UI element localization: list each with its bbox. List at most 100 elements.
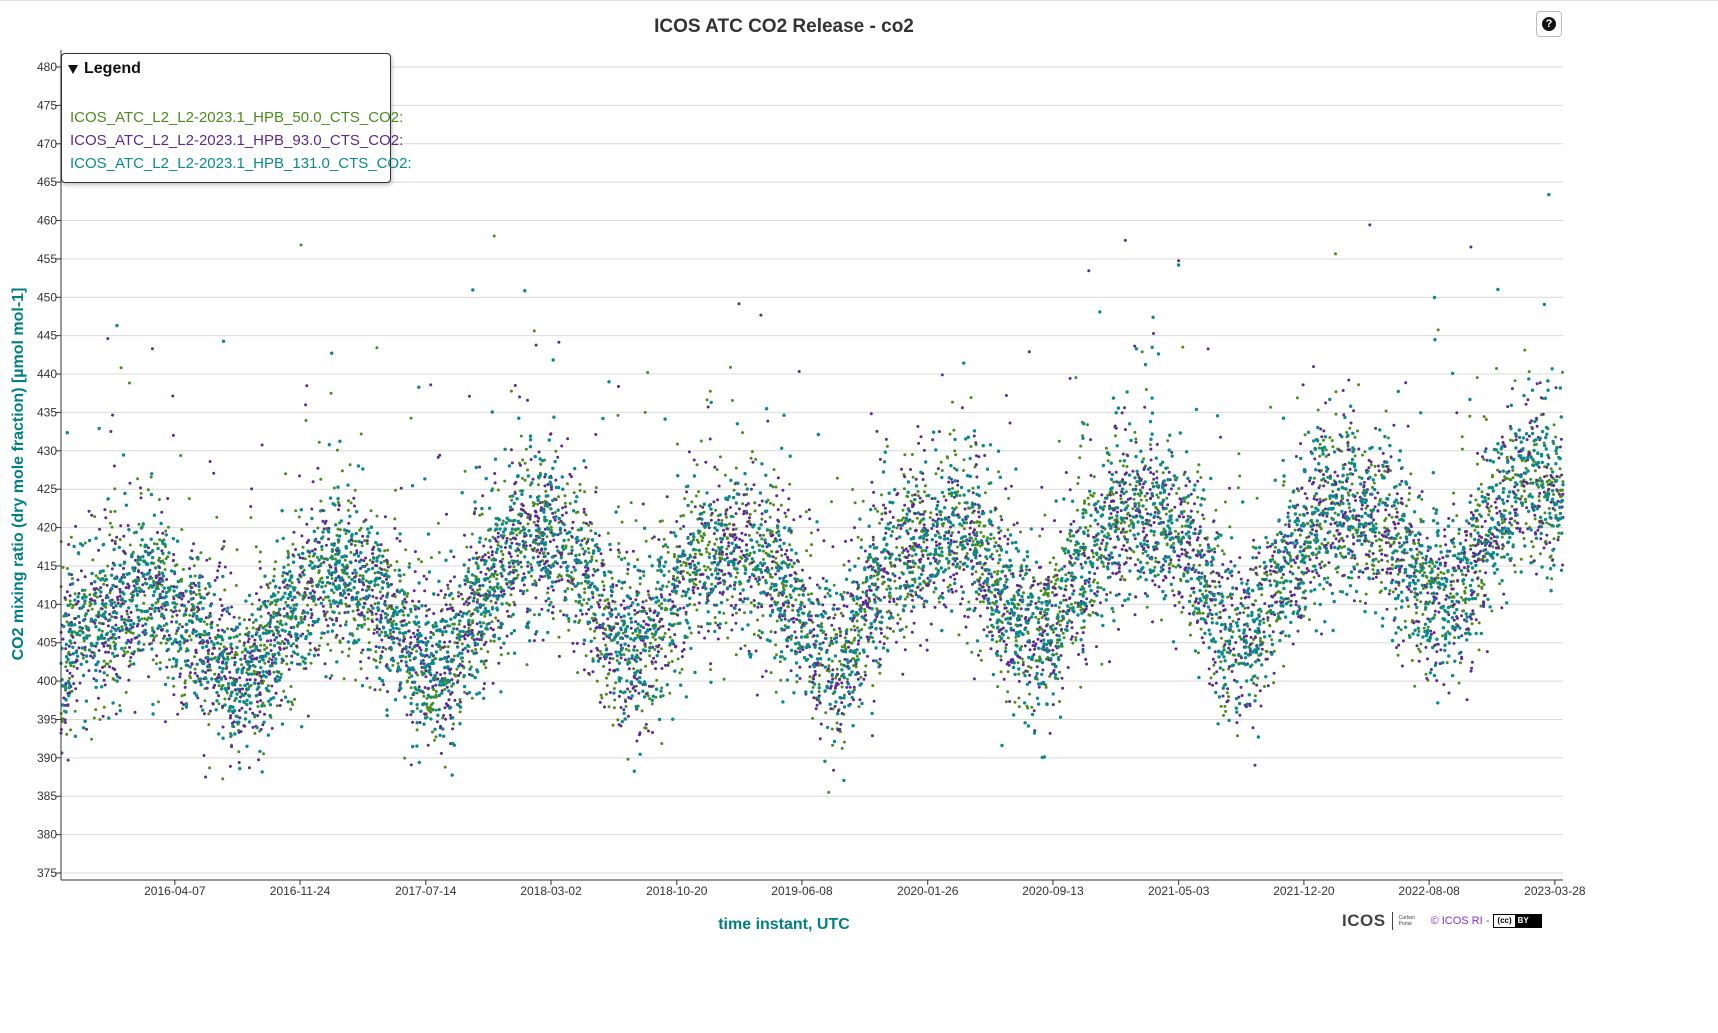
data-point: [359, 667, 363, 671]
data-point: [399, 659, 403, 663]
data-point: [1522, 484, 1526, 488]
data-point: [684, 564, 688, 567]
data-point: [943, 534, 947, 538]
data-point: [175, 563, 179, 567]
data-point: [714, 621, 718, 625]
data-point: [699, 439, 703, 443]
data-point: [1128, 483, 1132, 487]
data-point: [413, 570, 417, 574]
data-point: [578, 482, 582, 486]
x-axis-ticks: 2016-04-07 2016-11-24 2017-07-14 2018-03-02…: [144, 880, 1586, 898]
data-point: [218, 617, 222, 621]
data-point: [699, 534, 703, 538]
data-point: [701, 505, 705, 509]
data-point: [770, 575, 774, 579]
data-point: [860, 538, 863, 542]
data-point: [1142, 457, 1146, 461]
data-point: [181, 567, 185, 571]
data-point: [1475, 376, 1479, 380]
data-point: [1051, 623, 1055, 627]
data-point: [1162, 532, 1166, 536]
data-point: [1374, 522, 1378, 526]
data-point: [753, 509, 757, 513]
data-point: [65, 620, 69, 624]
data-point: [65, 669, 69, 673]
data-point: [1462, 566, 1466, 570]
data-point: [1385, 465, 1389, 468]
data-point: [885, 444, 889, 448]
data-point: [921, 499, 925, 503]
data-point: [172, 684, 176, 688]
data-point: [1491, 545, 1495, 549]
data-point: [220, 613, 224, 617]
data-point: [367, 607, 370, 611]
data-point: [834, 676, 838, 680]
data-point: [584, 465, 588, 469]
data-point: [551, 617, 555, 621]
data-point: [693, 603, 697, 607]
data-point: [525, 663, 529, 667]
data-point: [870, 480, 874, 484]
data-point: [1400, 497, 1404, 500]
data-point: [827, 669, 831, 673]
data-point: [407, 676, 411, 680]
data-point: [1087, 613, 1091, 617]
data-point: [598, 598, 602, 602]
data-point: [1341, 480, 1345, 484]
data-point: [328, 676, 332, 680]
data-point: [740, 539, 744, 543]
data-point: [1063, 551, 1067, 555]
data-point: [1273, 560, 1277, 564]
data-point: [892, 629, 895, 633]
data-point: [143, 577, 147, 581]
data-point: [401, 619, 404, 623]
data-point: [1111, 610, 1115, 614]
data-point: [596, 653, 600, 657]
data-point: [1558, 475, 1561, 479]
data-point: [162, 624, 166, 628]
data-point: [204, 587, 207, 591]
data-point: [1148, 519, 1151, 523]
data-point: [126, 524, 130, 527]
data-point: [1485, 650, 1489, 654]
data-point: [1189, 492, 1193, 496]
data-point: [65, 732, 69, 736]
data-point: [660, 602, 664, 606]
top-divider: [0, 0, 1718, 1]
data-point: [1128, 546, 1132, 550]
data-point: [336, 527, 340, 531]
data-point: [1251, 545, 1255, 549]
data-point: [1372, 572, 1376, 576]
data-point: [1552, 493, 1555, 496]
data-point: [842, 693, 846, 697]
data-point: [444, 593, 447, 597]
data-point: [294, 509, 298, 513]
data-point: [534, 538, 538, 542]
data-point: [513, 603, 517, 607]
data-point: [319, 499, 323, 503]
data-point: [872, 699, 876, 703]
data-point: [594, 626, 598, 630]
data-point: [756, 618, 759, 622]
data-point: [624, 705, 628, 708]
data-point: [113, 487, 117, 491]
data-point: [940, 469, 944, 472]
data-point: [994, 541, 998, 545]
data-point: [1181, 606, 1185, 609]
data-point: [446, 645, 450, 649]
data-point: [1219, 704, 1223, 708]
data-point: [606, 598, 610, 601]
data-point: [382, 683, 385, 687]
data-point: [352, 496, 356, 500]
help-button[interactable]: ?: [1536, 11, 1562, 37]
data-point: [855, 654, 859, 658]
data-point: [511, 568, 515, 572]
data-point: [662, 635, 666, 639]
data-point: [950, 531, 954, 535]
data-point: [385, 569, 389, 573]
data-point: [340, 469, 344, 473]
data-point: [1206, 585, 1210, 588]
data-point: [700, 539, 704, 543]
data-point: [183, 679, 187, 683]
